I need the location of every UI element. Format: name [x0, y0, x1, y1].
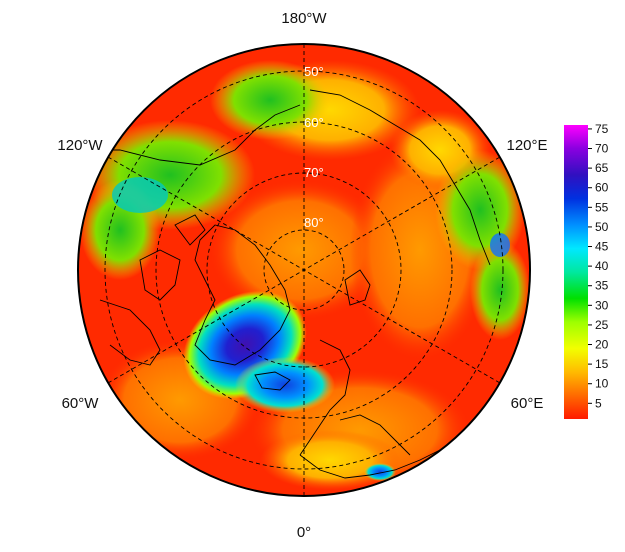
lat-label-80: 80°: [304, 215, 324, 230]
colorbar-tick-label-60: 60: [595, 181, 609, 195]
siberia-coast: [309, 89, 491, 266]
hudson-bay-coast: [99, 299, 161, 366]
field-blue-speck: [490, 233, 510, 257]
europe-south-coast: [299, 449, 441, 479]
colorbar-gradient: [564, 125, 588, 419]
scandinavia-coast: [299, 339, 351, 456]
field-scandinavia-patch: [260, 430, 400, 490]
field-cyan-patch: [112, 177, 168, 213]
lon-label-180w: 180°W: [281, 10, 327, 27]
colorbar-tick-label-70: 70: [595, 142, 609, 156]
colorbar-tick-label-20: 20: [595, 338, 609, 352]
field-black-sea-minimum: [364, 463, 396, 481]
meridian-60w-120e: [107, 156, 501, 384]
field-arctic-ocean-patch: [210, 180, 390, 320]
colorbar-tick-label-65: 65: [595, 161, 609, 175]
lat-label-60: 60°: [304, 115, 324, 130]
colorbar-tick-label-10: 10: [595, 377, 609, 391]
novaya-zemlya: [344, 269, 371, 306]
field-east-green-2: [470, 240, 530, 340]
colorbar-tick-label-40: 40: [595, 259, 609, 273]
lon-label-120w: 120°W: [57, 137, 103, 154]
colorbar-tick-label-15: 15: [595, 357, 609, 371]
colorbar-tick-label-5: 5: [595, 396, 602, 410]
parallel-80: [263, 229, 345, 311]
colorbar: 75 70 65 60 55 50 45 40 35 30 25 20 15 10 5: [564, 122, 609, 419]
data-field: [78, 44, 530, 496]
colorbar-tick-label-55: 55: [595, 200, 609, 214]
colorbar-ticks: 75 70 65 60 55 50 45 40 35 30 25 20 15 10 5: [588, 122, 609, 410]
graticule: [104, 44, 504, 496]
colorbar-tick-label-30: 30: [595, 298, 609, 312]
parallel-50: [104, 70, 504, 470]
lon-label-120e: 120°E: [506, 137, 547, 154]
baltic-coast: [339, 414, 411, 456]
map-boundary: [77, 43, 531, 497]
colorbar-tick-label-45: 45: [595, 240, 609, 254]
field-chukotka-green: [210, 60, 330, 140]
coastlines: [90, 89, 491, 479]
colorbar-tick-label-75: 75: [595, 122, 609, 136]
greenland-coast: [194, 224, 291, 366]
colorbar-tick-label-50: 50: [595, 220, 609, 234]
colorbar-tick-label-25: 25: [595, 318, 609, 332]
canada-island-1: [139, 249, 181, 301]
iceland-coast: [254, 371, 291, 391]
colorbar-tick-label-35: 35: [595, 279, 609, 293]
lon-label-0: 0°: [297, 524, 311, 541]
lat-label-50: 50°: [304, 64, 324, 79]
alaska-coast: [90, 104, 301, 166]
lat-label-70: 70°: [304, 165, 324, 180]
canada-island-2: [174, 214, 206, 246]
lon-label-60e: 60°E: [511, 395, 544, 412]
lon-label-60w: 60°W: [62, 395, 100, 412]
